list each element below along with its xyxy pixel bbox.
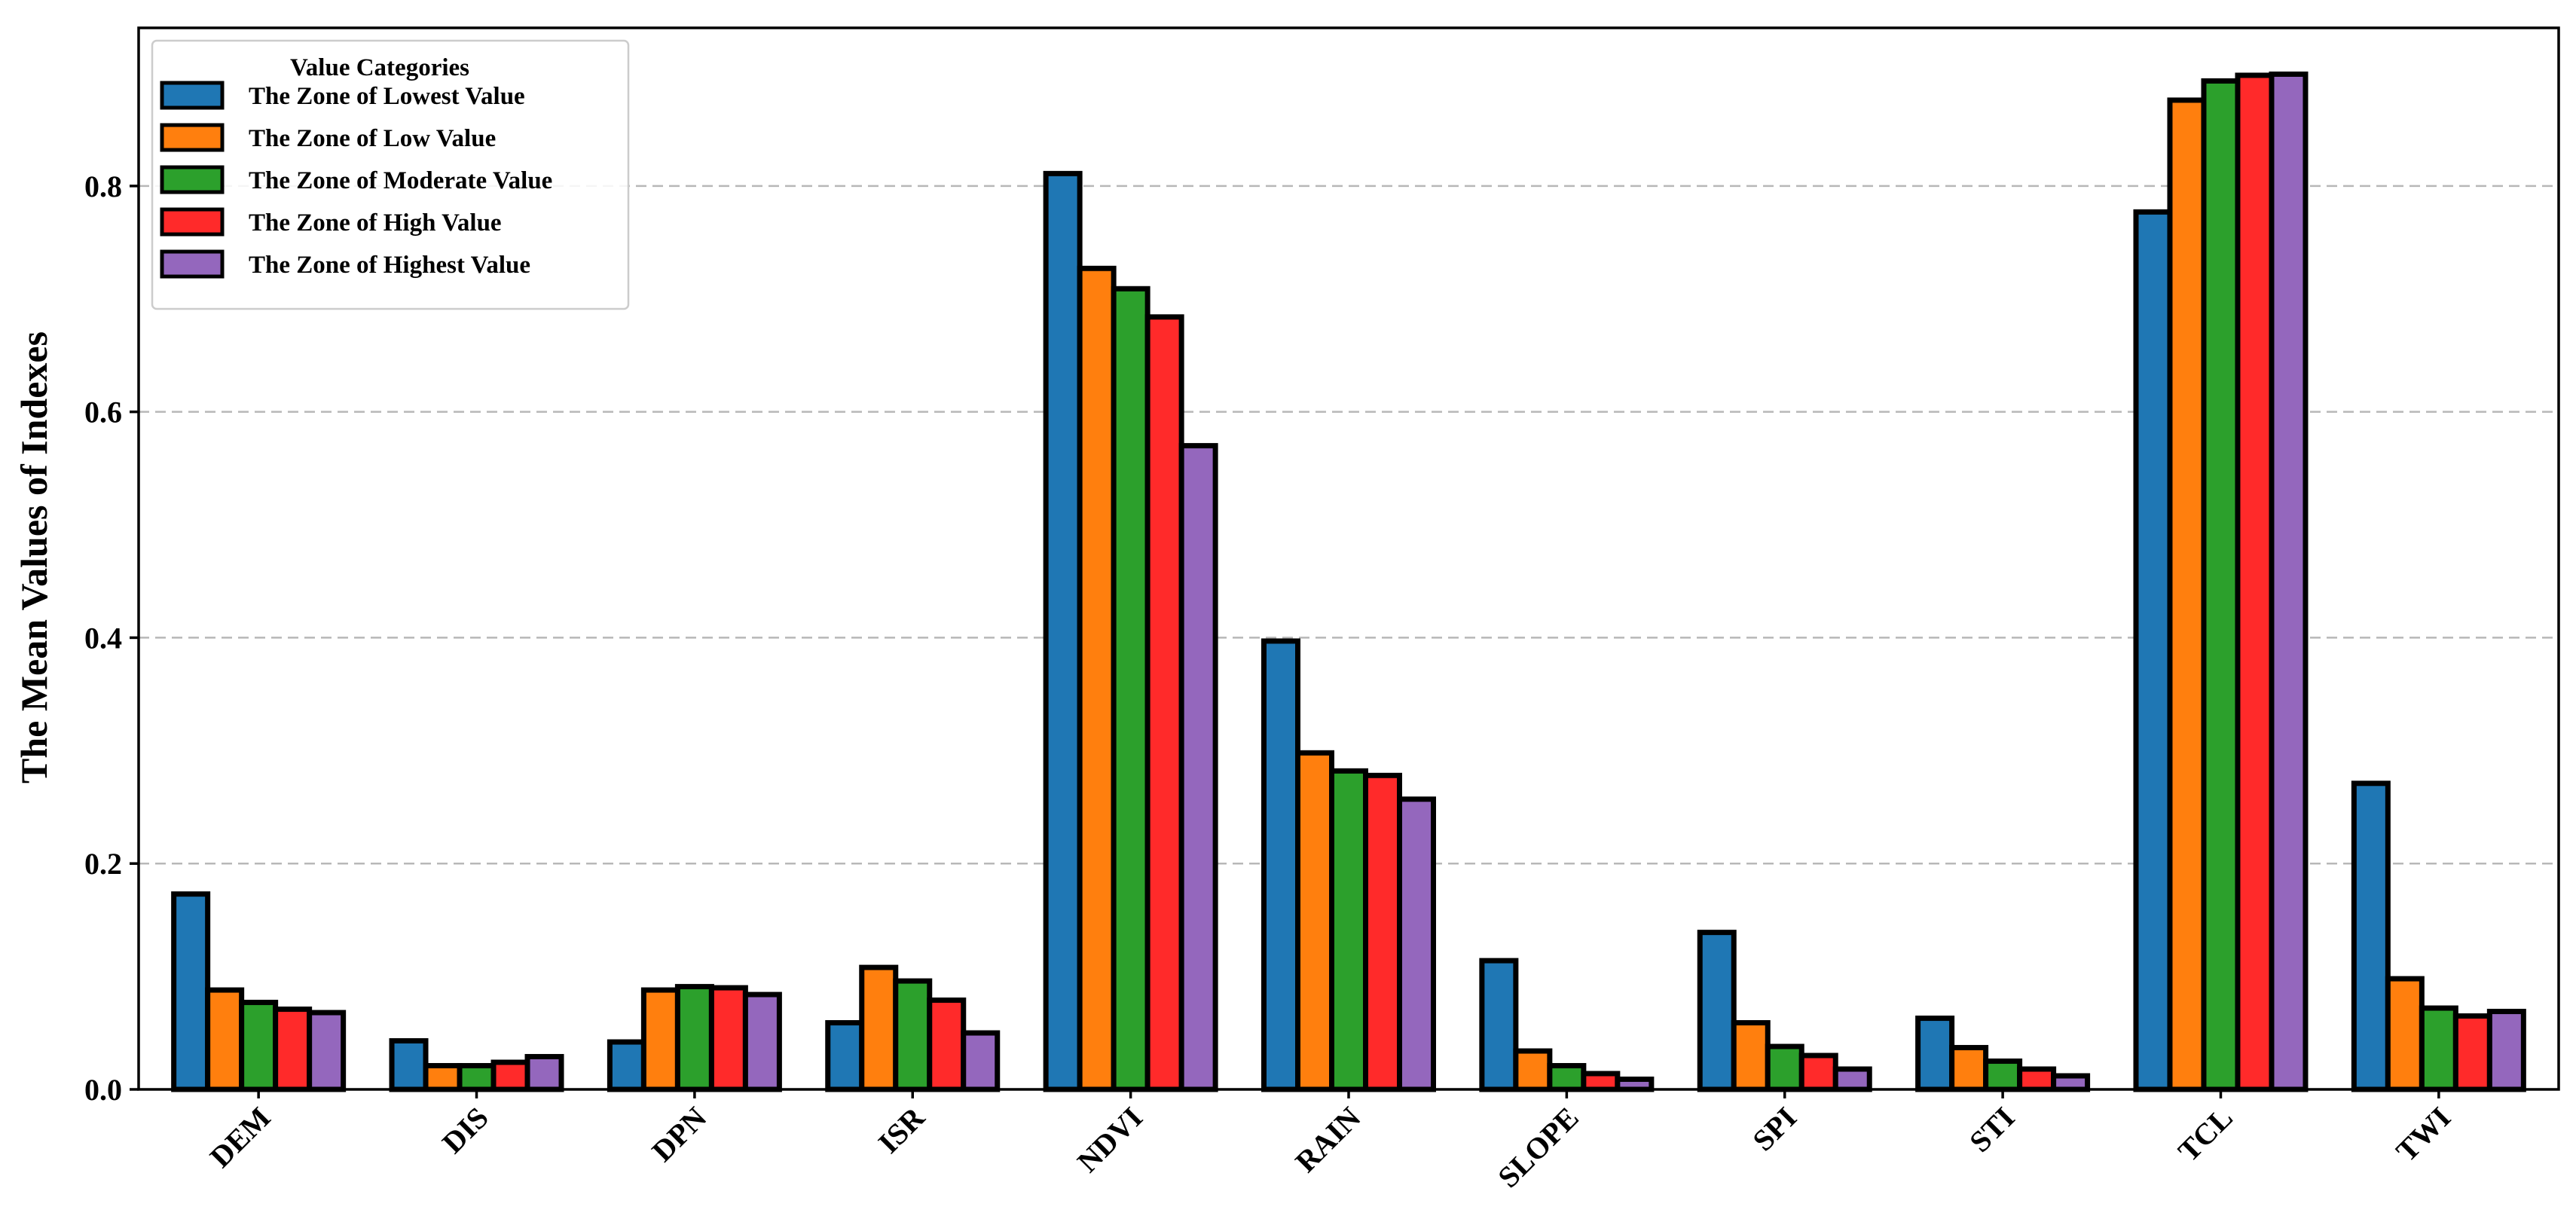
x-axis-ticks: DEM DIS DPN ISR NDVI RAIN SLOPE SPI STI TCL TWI: [203, 1089, 2457, 1195]
bar-sti-series-4: [2017, 1066, 2057, 1092]
bar-dpn-series-4: [708, 985, 748, 1092]
legend-swatch: [160, 249, 225, 279]
legend-swatch: [160, 165, 225, 194]
y-tick-label: 0.4: [84, 621, 122, 655]
bar-dpn-series-5: [742, 991, 782, 1092]
bar-slope-series-4: [1581, 1071, 1621, 1092]
y-axis-ticks: 0.0 0.2 0.4 0.6 0.8: [84, 170, 139, 1107]
bar-isr-series-4: [927, 997, 967, 1092]
bar-dis-series-2: [423, 1063, 463, 1092]
x-tick-label-isr: ISR: [872, 1100, 932, 1160]
bar-spi-series-1: [1697, 930, 1737, 1092]
bar-slope-series-3: [1547, 1063, 1587, 1092]
bar-dem-series-1: [171, 891, 211, 1092]
bar-dis-series-5: [524, 1054, 564, 1092]
bar-spi-series-3: [1765, 1043, 1804, 1092]
bar-dpn-series-1: [607, 1039, 646, 1092]
legend-label: The Zone of Lowest Value: [249, 83, 525, 110]
bar-twi-series-2: [2385, 976, 2425, 1092]
bar-sti-series-5: [2051, 1073, 2091, 1092]
bar-rain-series-5: [1397, 796, 1436, 1092]
bar-isr-series-5: [961, 1030, 1001, 1092]
x-tick-label-tcl: TCL: [2171, 1101, 2239, 1168]
bar-rain-series-4: [1363, 772, 1402, 1092]
x-tick-label-sti: STI: [1963, 1101, 2021, 1159]
y-tick-label: 0.2: [84, 847, 122, 881]
bars: [171, 71, 2526, 1092]
bar-isr-series-1: [825, 1020, 865, 1092]
y-axis-label: The Mean Values of Indexes: [13, 331, 55, 784]
bar-isr-series-2: [859, 964, 899, 1092]
x-tick-label-rain: RAIN: [1288, 1100, 1367, 1178]
y-tick-label: 0.6: [84, 396, 122, 429]
bar-twi-series-4: [2452, 1013, 2492, 1092]
bar-dis-series-1: [389, 1038, 429, 1092]
bar-tcl-series-1: [2133, 209, 2173, 1092]
legend-box: [151, 39, 630, 310]
bar-tcl-series-3: [2201, 78, 2241, 1092]
legend-label: The Zone of High Value: [249, 209, 502, 237]
bar-slope-series-5: [1615, 1077, 1655, 1092]
y-tick-label: 0.0: [84, 1073, 122, 1107]
bar-twi-series-5: [2486, 1009, 2526, 1092]
bar-rain-series-1: [1261, 638, 1300, 1092]
bar-rain-series-2: [1295, 750, 1334, 1092]
bar-ndvi-series-1: [1043, 170, 1083, 1092]
legend-swatch: [160, 81, 225, 110]
bar-spi-series-5: [1832, 1066, 1872, 1092]
legend-swatch: [160, 207, 225, 237]
x-tick-label-dis: DIS: [435, 1101, 495, 1160]
x-tick-label-slope: SLOPE: [1491, 1101, 1585, 1195]
bar-sti-series-1: [1915, 1016, 1955, 1092]
legend-title: Value Categories: [290, 54, 469, 81]
bar-ndvi-series-5: [1178, 443, 1218, 1092]
bar-dem-series-3: [239, 1000, 279, 1092]
bar-dis-series-4: [490, 1059, 530, 1092]
bar-sti-series-3: [1983, 1059, 2023, 1092]
bar-twi-series-3: [2419, 1005, 2458, 1092]
bar-tcl-series-5: [2269, 71, 2309, 1092]
bar-twi-series-1: [2351, 781, 2391, 1092]
bar-tcl-series-2: [2167, 97, 2207, 1092]
bar-ndvi-series-3: [1111, 286, 1150, 1092]
bar-ndvi-series-2: [1077, 265, 1117, 1092]
bar-dem-series-4: [273, 1007, 313, 1092]
x-tick-label-twi: TWI: [2389, 1101, 2457, 1168]
legend: Value Categories The Zone of Lowest Valu…: [151, 39, 630, 310]
x-tick-label-ndvi: NDVI: [1071, 1101, 1149, 1179]
bar-slope-series-1: [1479, 958, 1519, 1092]
bar-dpn-series-3: [674, 984, 714, 1092]
bar-spi-series-2: [1731, 1020, 1771, 1092]
bar-slope-series-2: [1513, 1048, 1553, 1092]
bar-dpn-series-2: [640, 987, 680, 1092]
bar-dem-series-5: [307, 1010, 347, 1092]
legend-swatch: [160, 123, 225, 152]
legend-entries: The Zone of Lowest Value The Zone of Low …: [160, 81, 552, 279]
x-tick-label-spi: SPI: [1746, 1101, 1803, 1158]
x-tick-label-dpn: DPN: [645, 1100, 713, 1168]
bar-rain-series-3: [1329, 768, 1368, 1092]
x-tick-label-dem: DEM: [203, 1101, 277, 1175]
bar-dis-series-3: [457, 1063, 497, 1092]
y-tick-label: 0.8: [84, 170, 122, 203]
bar-spi-series-4: [1798, 1052, 1838, 1092]
legend-label: The Zone of Highest Value: [249, 252, 530, 279]
bar-sti-series-2: [1949, 1045, 1989, 1092]
legend-label: The Zone of Moderate Value: [249, 167, 552, 194]
bar-isr-series-3: [893, 978, 933, 1092]
bar-dem-series-2: [205, 987, 245, 1092]
legend-label: The Zone of Low Value: [249, 125, 496, 152]
bar-ndvi-series-4: [1144, 314, 1184, 1092]
bar-tcl-series-4: [2235, 72, 2275, 1092]
